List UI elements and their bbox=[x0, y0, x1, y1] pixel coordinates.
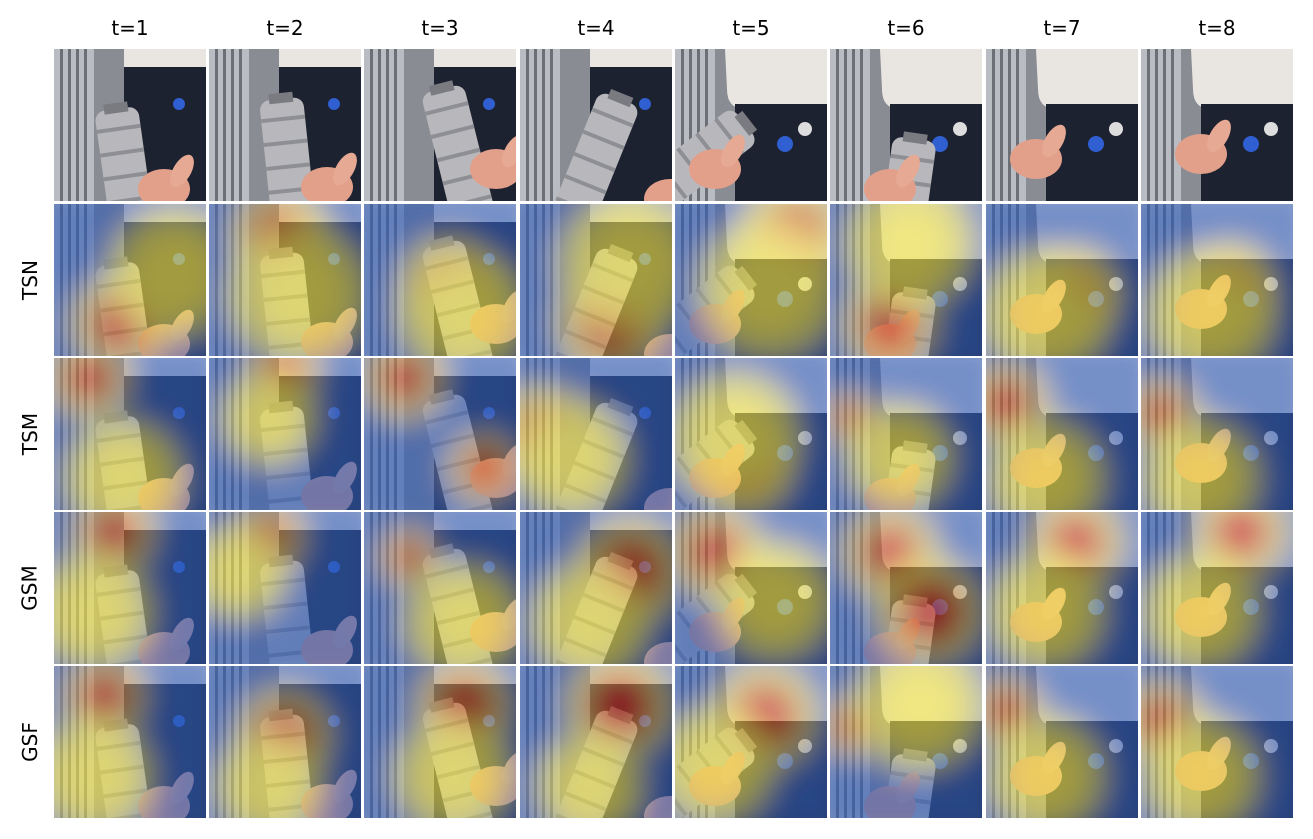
attention-heatmap-tsn-t5 bbox=[675, 204, 827, 356]
column-label-t8: t=8 bbox=[1198, 16, 1236, 40]
attention-heatmap-gsf-t3 bbox=[364, 666, 516, 818]
video-frame-frame-t8 bbox=[1141, 49, 1293, 201]
column-label-t4: t=4 bbox=[577, 16, 615, 40]
attention-heatmap-gsm-t2 bbox=[209, 512, 361, 664]
attention-heatmap-gsf-t1 bbox=[54, 666, 206, 818]
row-label-tsm: TSM bbox=[17, 412, 42, 456]
column-label-t1: t=1 bbox=[111, 16, 149, 40]
video-frame-frame-t3 bbox=[364, 49, 516, 201]
attention-heatmap-gsm-t7 bbox=[986, 512, 1138, 664]
attention-heatmap-gsf-t5 bbox=[675, 666, 827, 818]
attention-heatmap-tsm-t4 bbox=[520, 358, 672, 510]
row-label-gsf: GSF bbox=[17, 722, 42, 762]
attention-heatmap-gsf-t8 bbox=[1141, 666, 1293, 818]
attention-heatmap-gsm-t1 bbox=[54, 512, 206, 664]
attention-heatmap-gsf-t2 bbox=[209, 666, 361, 818]
column-label-t7: t=7 bbox=[1043, 16, 1081, 40]
video-frame-frame-t5 bbox=[675, 49, 827, 201]
attention-heatmap-gsm-t8 bbox=[1141, 512, 1293, 664]
video-frame-frame-t1 bbox=[54, 49, 206, 201]
attention-heatmap-tsm-t2 bbox=[209, 358, 361, 510]
attention-heatmap-tsm-t5 bbox=[675, 358, 827, 510]
video-frame-frame-t7 bbox=[986, 49, 1138, 201]
attention-heatmap-tsn-t2 bbox=[209, 204, 361, 356]
attention-heatmap-tsn-t8 bbox=[1141, 204, 1293, 356]
column-label-t5: t=5 bbox=[732, 16, 770, 40]
video-frame-frame-t6 bbox=[830, 49, 982, 201]
column-label-t3: t=3 bbox=[421, 16, 459, 40]
attention-heatmap-gsm-t4 bbox=[520, 512, 672, 664]
video-frame-frame-t4 bbox=[520, 49, 672, 201]
attention-heatmap-tsm-t7 bbox=[986, 358, 1138, 510]
attention-heatmap-gsm-t3 bbox=[364, 512, 516, 664]
attention-heatmap-gsf-t4 bbox=[520, 666, 672, 818]
attention-heatmap-tsm-t1 bbox=[54, 358, 206, 510]
attention-heatmap-tsn-t3 bbox=[364, 204, 516, 356]
attention-heatmap-gsf-t7 bbox=[986, 666, 1138, 818]
attention-heatmap-tsn-t7 bbox=[986, 204, 1138, 356]
column-label-t6: t=6 bbox=[887, 16, 925, 40]
attention-heatmap-tsn-t4 bbox=[520, 204, 672, 356]
column-label-t2: t=2 bbox=[266, 16, 304, 40]
attention-heatmap-tsm-t6 bbox=[830, 358, 982, 510]
attention-heatmap-tsm-t3 bbox=[364, 358, 516, 510]
attention-heatmap-gsm-t5 bbox=[675, 512, 827, 664]
row-label-gsm: GSM bbox=[17, 565, 42, 611]
video-frame-frame-t2 bbox=[209, 49, 361, 201]
attention-heatmap-gsm-t6 bbox=[830, 512, 982, 664]
attention-heatmap-gsf-t6 bbox=[830, 666, 982, 818]
attention-heatmap-tsn-t1 bbox=[54, 204, 206, 356]
attention-heatmap-tsn-t6 bbox=[830, 204, 982, 356]
row-label-tsn: TSN bbox=[18, 260, 42, 300]
attention-heatmap-tsm-t8 bbox=[1141, 358, 1293, 510]
